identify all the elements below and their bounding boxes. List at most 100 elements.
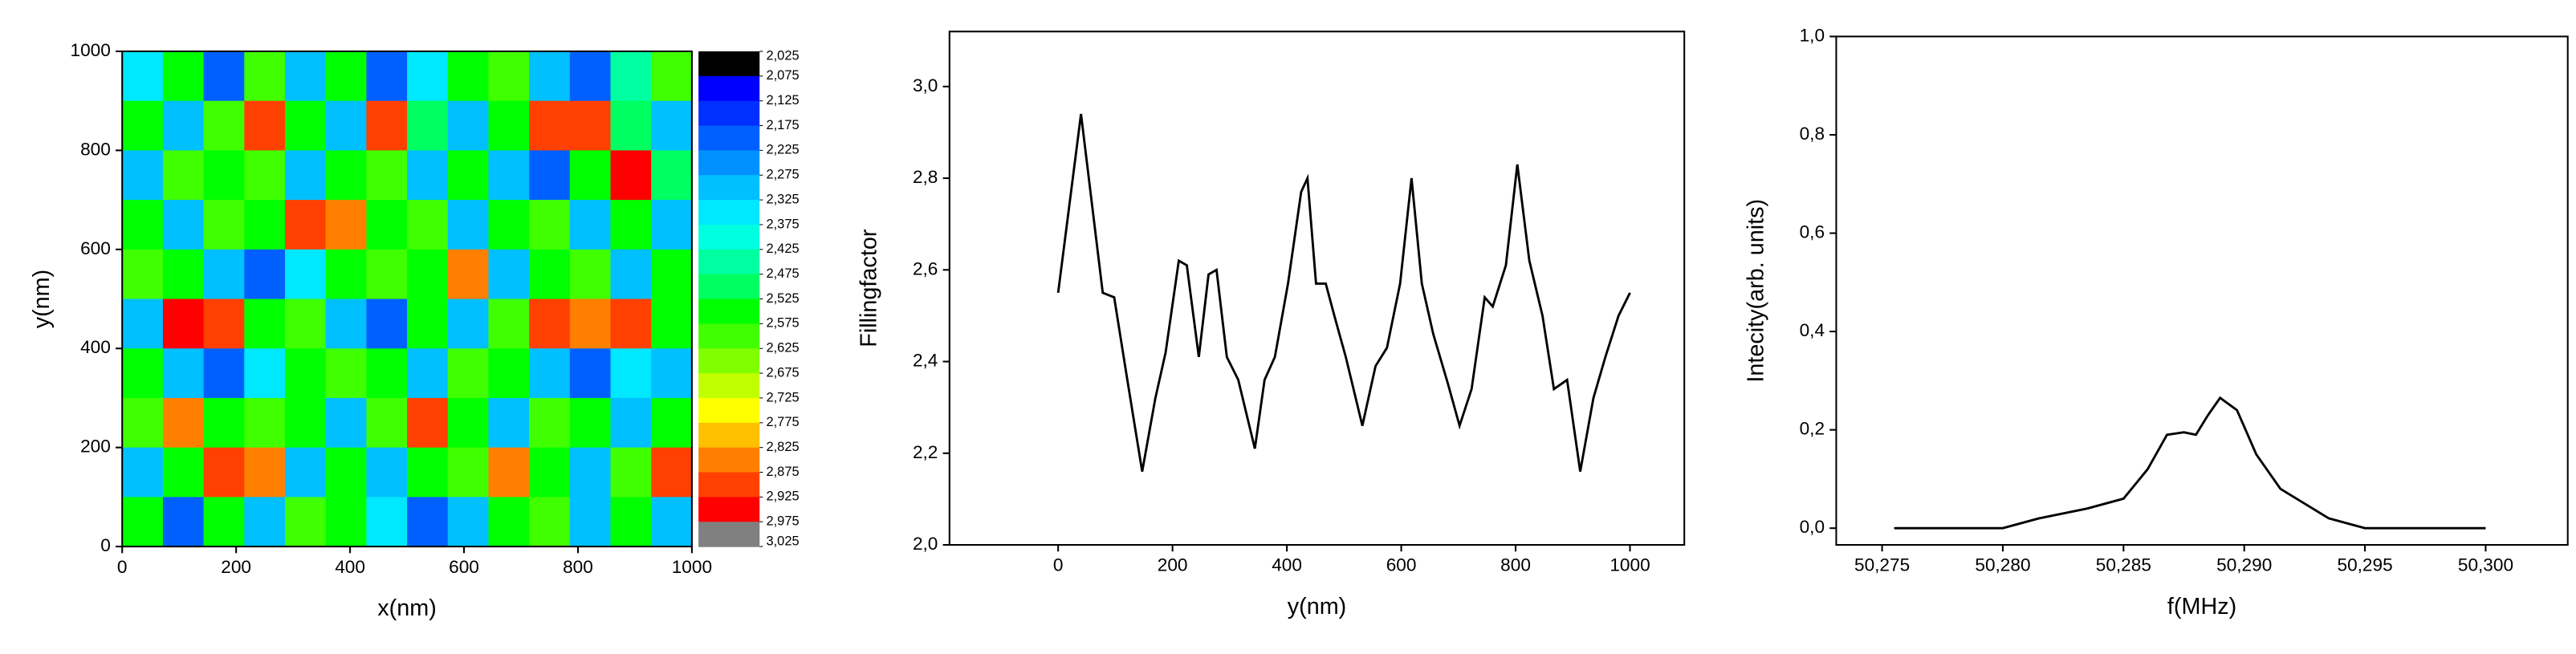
colorbar-label: 2,225 [766,143,799,157]
y-tick-label: 0,8 [1800,124,1825,144]
colorbar-label: 2,825 [766,440,799,454]
y-tick-label: 2,6 [913,258,938,278]
colorbar-label: 2,175 [766,118,799,132]
heat-cell [488,348,530,399]
colorbar-label: 2,075 [766,68,799,83]
heat-cell [447,299,490,349]
heat-cell [366,497,408,547]
heat-cell [325,497,367,547]
heat-cell [203,348,245,399]
heat-cell [244,51,286,102]
y-tick-label: 800 [80,139,111,159]
colorbar-band [698,224,760,250]
heat-cell [244,447,286,498]
heat-cell [203,299,245,349]
colorbar-label: 2,675 [766,365,799,380]
heat-cell [122,299,164,349]
heat-cell [122,447,164,498]
heat-cell [162,497,205,547]
x-tick-label: 50,295 [2338,555,2393,575]
y-tick-label: 1,0 [1800,25,1825,45]
colorbar-band [698,249,760,275]
heat-cell [162,51,205,102]
x-tick-label: 400 [335,557,365,577]
heat-cell [407,497,449,547]
heat-cell [651,397,693,449]
heat-cell [569,100,612,152]
heat-cell [366,397,408,449]
x-tick-label: 800 [563,557,593,577]
y-tick-label: 200 [80,437,111,457]
y-tick-label: 0,2 [1800,419,1825,439]
colorbar-band [698,299,760,325]
heat-cell [325,348,367,399]
colorbar-band [698,175,760,201]
colorbar-label: 2,725 [766,390,799,404]
colorbar-band [698,200,760,225]
y-tick-label: 2,2 [913,442,938,462]
heat-cell [651,299,693,349]
heat-cell [284,348,327,399]
heat-cell [122,397,164,449]
heat-cell [529,299,571,349]
colorbar-band [698,472,760,498]
heat-cell [569,51,612,102]
x-tick-label: 200 [1158,555,1188,575]
y-tick-label: 2,0 [913,534,938,554]
plot-frame [121,50,693,548]
heat-cell [122,497,164,547]
x-tick-label: 1000 [672,557,712,577]
heat-cell [569,200,612,250]
colorbar-band [698,397,760,424]
heat-cell [325,100,367,152]
x-tick-label: 50,285 [2096,555,2151,575]
x-tick-label: 400 [1272,555,1302,575]
heat-cell [407,348,449,399]
heat-cell [488,51,530,102]
heat-cell [407,447,449,498]
heat-cell [569,348,612,399]
heat-cell [284,299,327,349]
colorbar-band [698,125,760,152]
heat-cell [284,150,327,201]
heat-cell [244,348,286,399]
heat-cell [610,397,652,449]
x-tick-label: 200 [221,557,251,577]
colorbar-label: 2,575 [766,316,799,331]
colorbar-label: 2,475 [766,266,799,281]
x-axis-label: x(nm) [377,595,437,621]
heat-cell [162,299,205,349]
heat-cell [244,299,286,349]
plot-frame [948,30,1686,546]
y-tick-label: 0 [100,535,111,555]
heat-cell [569,497,612,547]
x-tick-label: 1000 [1609,555,1650,575]
colorbar-label: 2,625 [766,341,799,355]
heat-cell [366,348,408,399]
heat-cell [651,497,693,547]
heat-cell [447,200,490,250]
heat-cell [325,299,367,349]
heat-cell [529,51,571,102]
heat-cell [284,447,327,498]
colorbar-label: 2,875 [766,465,799,479]
heat-cell [651,150,693,201]
x-tick-label: 600 [449,557,479,577]
heat-cell [407,249,449,300]
x-tick-label: 800 [1500,555,1531,575]
heat-cell [162,100,205,152]
colorbar-band [698,150,760,176]
y-tick-label: 0,4 [1800,320,1825,340]
heat-cell [569,150,612,201]
heat-cell [407,397,449,449]
colorbar-label: 2,025 [766,48,799,63]
heat-cell [162,200,205,250]
heat-cell [651,51,693,102]
y-tick-label: 1000 [71,40,111,60]
heat-cell [325,397,367,449]
colorbar-band [698,422,760,449]
x-tick-label: 600 [1386,555,1417,575]
heat-cell [569,249,612,300]
